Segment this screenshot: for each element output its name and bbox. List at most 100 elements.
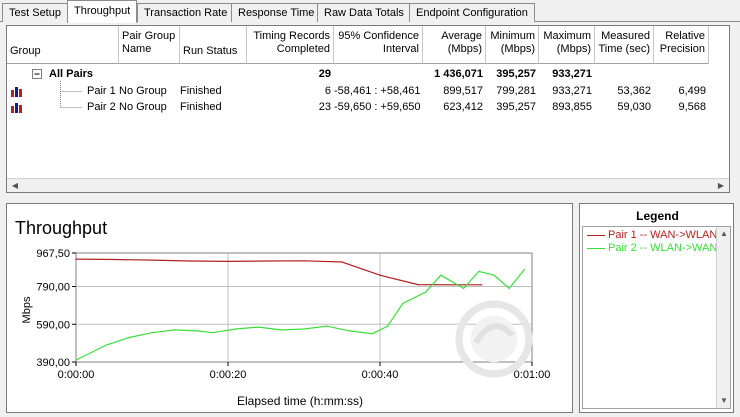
pair-minimum: 799,281	[496, 85, 536, 97]
pair-average: 899,517	[443, 85, 483, 97]
col-header-confidence[interactable]: 95% Confidence Interval	[334, 26, 423, 64]
pair-group-name: No Group	[119, 101, 167, 113]
y-tick-label: 590,00	[36, 319, 70, 331]
series-2-point	[371, 333, 373, 335]
series-2-point	[235, 328, 237, 330]
legend-scrollbar[interactable]: ▲ ▼	[716, 227, 730, 408]
x-tick-label: 0:00:20	[210, 369, 247, 381]
pair-minimum: 395,257	[496, 101, 536, 113]
pair-measured-time: 59,030	[617, 101, 651, 113]
pair-maximum: 933,271	[552, 85, 592, 97]
series-1-point	[189, 260, 191, 262]
legend-title: Legend	[636, 209, 679, 223]
horizontal-scrollbar[interactable]: ◀ ▶	[7, 178, 729, 192]
scroll-up-icon[interactable]: ▲	[720, 229, 728, 238]
scroll-down-icon[interactable]: ▼	[720, 396, 728, 405]
pair-relative-precision: 9,568	[678, 101, 706, 113]
x-axis-label: Elapsed time (h:mm:ss)	[237, 394, 364, 408]
tab-transaction-rate[interactable]: Transaction Rate	[137, 3, 235, 22]
series-2-point	[75, 359, 77, 361]
tab-response-time[interactable]: Response Time	[231, 3, 322, 22]
col-header-timing-records[interactable]: Timing Records Completed	[247, 26, 334, 64]
pair-group-name: No Group	[119, 85, 167, 97]
series-2-point	[493, 274, 495, 276]
series-1-point	[341, 261, 343, 263]
series-1-point	[151, 259, 153, 261]
series-2-point	[212, 332, 214, 334]
y-tick-label: 390,00	[36, 357, 70, 369]
results-grid: Group Pair Group Name Run Status Timing R…	[6, 25, 730, 193]
tab-bar: Test Setup Throughput Transaction Rate R…	[0, 0, 740, 23]
pair-maximum: 893,855	[552, 101, 592, 113]
col-header-average[interactable]: Average (Mbps)	[423, 26, 486, 64]
col-header-measured-time[interactable]: Measured Time (sec)	[595, 26, 654, 64]
all-pairs-average: 1 436,071	[434, 68, 483, 80]
table-row[interactable]: Pair 1 No Group Finished 6 -58,461 : +58…	[7, 83, 731, 99]
tab-raw-data-totals[interactable]: Raw Data Totals	[317, 3, 411, 22]
series-line-1	[75, 258, 482, 286]
legend-swatch	[587, 247, 605, 249]
tab-endpoint-configuration[interactable]: Endpoint Configuration	[409, 3, 535, 22]
tab-throughput[interactable]: Throughput	[67, 0, 138, 23]
col-header-minimum[interactable]: Minimum (Mbps)	[486, 26, 539, 64]
series-2-point	[387, 325, 389, 327]
pair-measured-time: 53,362	[617, 85, 651, 97]
pair-timing-records: 23	[318, 101, 331, 113]
table-row[interactable]: Pair 2 No Group Finished 23 -59,650 : +5…	[7, 99, 731, 115]
series-2-point	[151, 332, 153, 334]
series-1-point	[303, 260, 305, 262]
x-tick-label: 0:00:00	[58, 369, 95, 381]
legend-list: Pair 1 -- WAN->WLAN Pair 2 -- WLAN->WAN …	[582, 226, 731, 409]
series-1-point	[265, 260, 267, 262]
table-row-all-pairs[interactable]: All Pairs 29 1 436,071 395,257 933,271	[7, 66, 731, 82]
pair-average: 623,412	[443, 101, 483, 113]
pair-timing-records: 6	[324, 85, 331, 97]
pair-chart-icon	[11, 85, 23, 102]
scroll-right-icon[interactable]: ▶	[717, 181, 725, 190]
col-header-relative-precision[interactable]: Relative Precision	[654, 26, 709, 64]
col-header-pair-group-name[interactable]: Pair Group Name	[119, 26, 180, 64]
scroll-left-icon[interactable]: ◀	[11, 181, 19, 190]
series-2-point	[402, 302, 404, 305]
all-pairs-minimum: 395,257	[496, 68, 536, 80]
y-tick-label: 967,50	[36, 248, 70, 260]
all-pairs-label: All Pairs	[49, 68, 94, 80]
col-header-group[interactable]: Group	[7, 26, 119, 64]
series-2-point	[523, 268, 526, 271]
col-header-run-status[interactable]: Run Status	[180, 26, 247, 64]
col-header-maximum[interactable]: Maximum (Mbps)	[539, 26, 595, 64]
series-1-point	[417, 284, 419, 286]
legend-swatch	[587, 234, 605, 236]
pair-run-status: Finished	[180, 85, 222, 97]
tab-test-setup[interactable]: Test Setup	[2, 3, 68, 22]
pane-splitter[interactable]	[573, 203, 579, 413]
series-2-point	[280, 329, 282, 331]
series-2-point	[105, 344, 107, 346]
pair-confidence: -59,650 : +59,650	[334, 101, 421, 113]
series-2-point	[349, 330, 351, 332]
tree-connectors	[60, 81, 82, 108]
pair-run-status: Finished	[180, 101, 222, 113]
series-2-point	[197, 330, 199, 332]
collapse-toggle-icon[interactable]	[32, 69, 42, 79]
pair-label: Pair 2	[87, 101, 116, 113]
series-2-point	[463, 287, 465, 289]
legend-item-pair-2[interactable]: Pair 2 -- WLAN->WAN	[587, 242, 717, 255]
pair-chart-icon	[11, 101, 23, 118]
series-1-point	[481, 284, 483, 286]
all-pairs-timing-records: 29	[318, 68, 331, 80]
pair-label: Pair 1	[87, 85, 116, 97]
y-tick-label: 790,00	[36, 282, 70, 294]
series-2-point	[508, 287, 510, 289]
watermark-logo-icon	[455, 300, 533, 378]
series-1-point	[227, 260, 229, 262]
pair-relative-precision: 6,499	[678, 85, 706, 97]
series-2-point	[440, 274, 442, 276]
legend-item-pair-1[interactable]: Pair 1 -- WAN->WLAN	[587, 229, 717, 242]
series-2-point	[128, 336, 130, 339]
all-pairs-maximum: 933,271	[552, 68, 592, 80]
series-2-point	[478, 270, 480, 273]
series-1-point	[113, 258, 115, 261]
legend-panel: Legend Pair 1 -- WAN->WLAN Pair 2 -- WLA…	[579, 203, 734, 413]
x-tick-label: 0:01:00	[514, 369, 551, 381]
